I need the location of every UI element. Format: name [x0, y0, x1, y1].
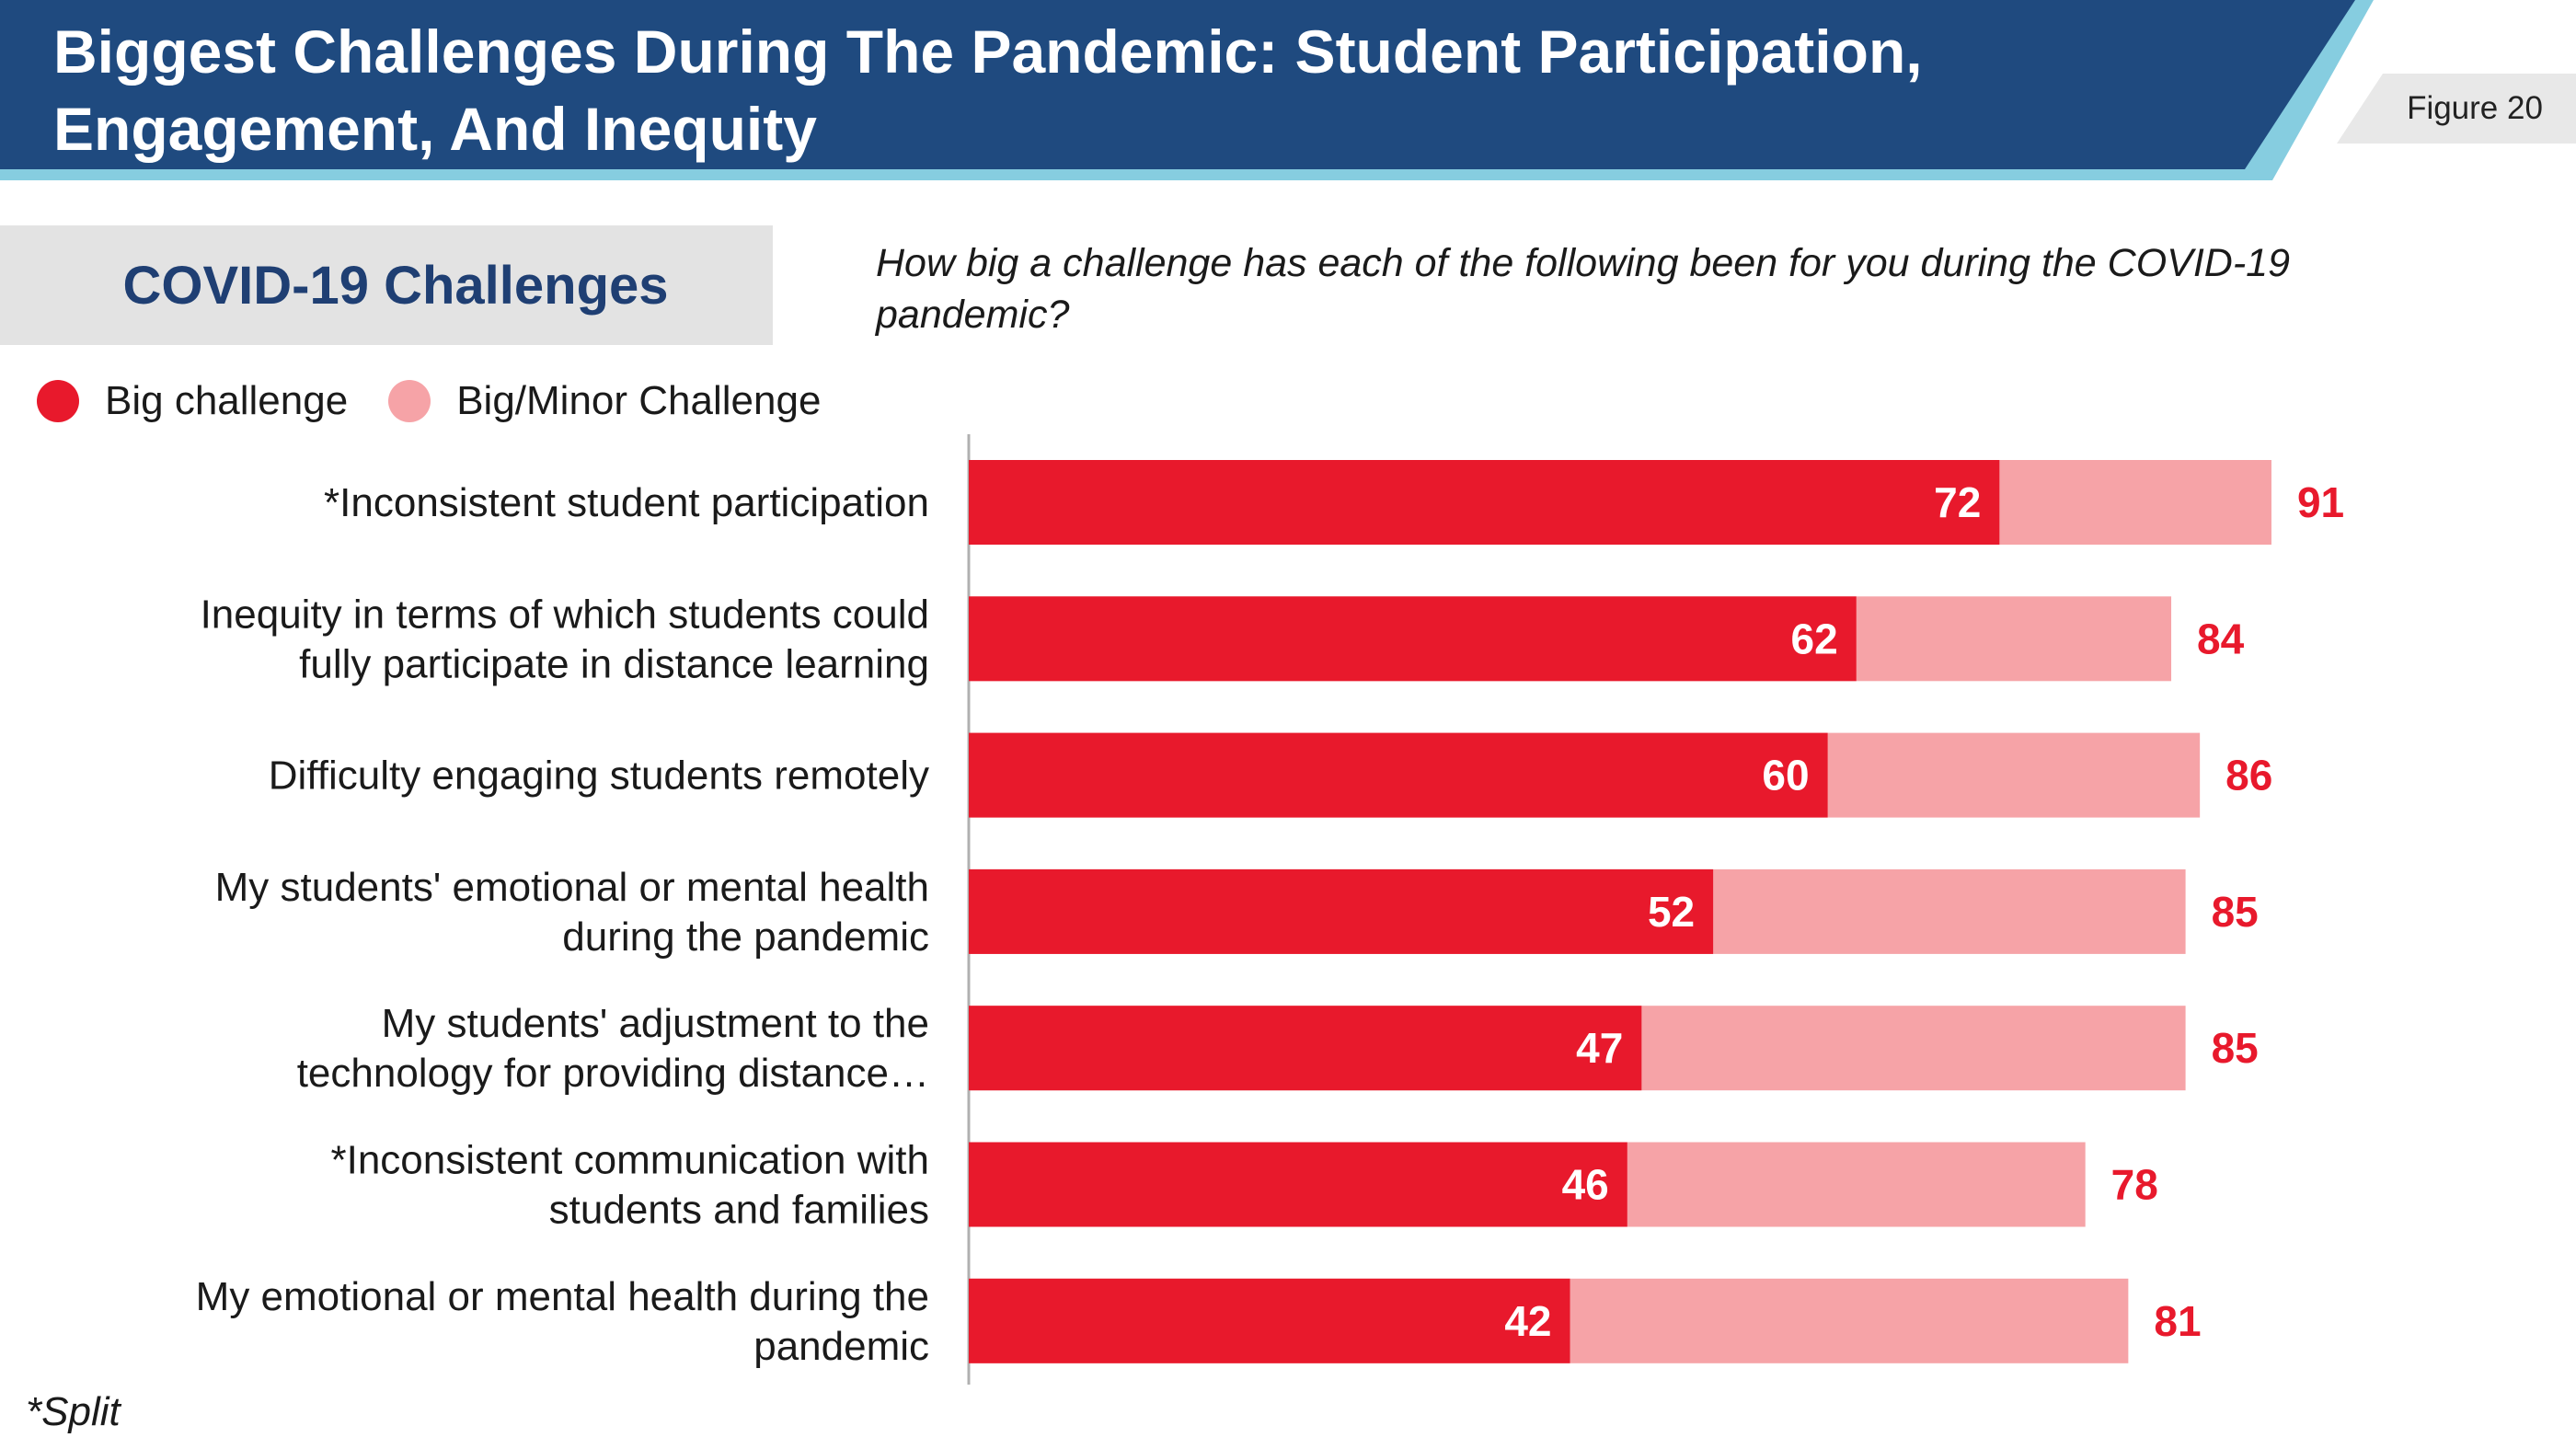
section-header-box: COVID-19 Challenges — [0, 225, 773, 345]
data-label-big-minor-3: 86 — [2225, 752, 2272, 799]
legend-item-big-minor-challenge: Big/Minor Challenge — [388, 378, 821, 424]
bar-big-2 — [969, 596, 1857, 682]
category-label-2-line-1: Inequity in terms of which students coul… — [201, 592, 929, 637]
category-label-1: *Inconsistent student participation — [324, 480, 929, 525]
bar-big-5 — [969, 1006, 1642, 1091]
category-label-7-line-1: My emotional or mental health during the — [196, 1274, 929, 1319]
legend-label-big-challenge: Big challenge — [105, 378, 349, 423]
data-label-big-minor-2: 84 — [2197, 615, 2245, 662]
data-label-big-1: 72 — [1934, 478, 1981, 526]
data-label-big-7: 42 — [1504, 1297, 1551, 1345]
footnote: *Split — [26, 1389, 121, 1434]
page-title-line-2: Engagement, And Inequity — [53, 95, 817, 163]
category-label-6-line-2: students and families — [549, 1188, 929, 1233]
legend-label-big-minor-challenge: Big/Minor Challenge — [456, 378, 822, 423]
survey-question: How big a challenge has each of the foll… — [876, 241, 2290, 337]
data-label-big-4: 52 — [1648, 888, 1695, 936]
page-title: Biggest Challenges During The Pandemic: … — [53, 13, 2280, 167]
category-label-2-line-2: fully participate in distance learning — [299, 641, 929, 686]
chart-legend: Big challenge Big/Minor Challenge — [37, 378, 861, 424]
data-label-big-3: 60 — [1762, 752, 1809, 799]
category-label-5-line-1: My students' adjustment to the — [382, 1001, 929, 1046]
data-label-big-minor-5: 85 — [2212, 1024, 2259, 1072]
bar-big-7 — [969, 1278, 1570, 1363]
category-label-4-line-1: My students' emotional or mental health — [215, 865, 929, 910]
figure-tab — [2337, 74, 2576, 144]
legend-item-big-challenge: Big challenge — [37, 378, 348, 424]
data-label-big-minor-1: 91 — [2297, 478, 2344, 526]
bar-big-6 — [969, 1142, 1627, 1227]
category-label-6-line-1: *Inconsistent communication with — [330, 1138, 929, 1183]
legend-swatch-big-minor-challenge — [388, 380, 431, 422]
page-title-line-1: Biggest Challenges During The Pandemic: … — [53, 17, 1923, 86]
category-label-4-line-2: during the pandemic — [562, 914, 929, 960]
legend-swatch-big-challenge — [37, 380, 79, 422]
data-label-big-5: 47 — [1576, 1024, 1623, 1072]
data-label-big-2: 62 — [1791, 615, 1838, 662]
data-label-big-6: 46 — [1562, 1161, 1609, 1209]
data-label-big-minor-4: 85 — [2212, 888, 2259, 936]
bar-big-3 — [969, 732, 1828, 818]
category-label-3: Difficulty engaging students remotely — [269, 753, 929, 799]
figure-label: Figure 20 — [2407, 90, 2543, 126]
data-label-big-minor-6: 78 — [2111, 1161, 2158, 1209]
category-label-5-line-2: technology for providing distance… — [297, 1051, 929, 1096]
bar-big-1 — [969, 460, 2000, 545]
header-dark-band — [0, 0, 2355, 169]
bar-big-4 — [969, 868, 1714, 954]
section-title: COVID-19 Challenges — [122, 255, 669, 316]
header-banner — [0, 0, 2576, 180]
data-label-big-minor-7: 81 — [2154, 1297, 2201, 1345]
category-label-7-line-2: pandemic — [753, 1324, 929, 1369]
